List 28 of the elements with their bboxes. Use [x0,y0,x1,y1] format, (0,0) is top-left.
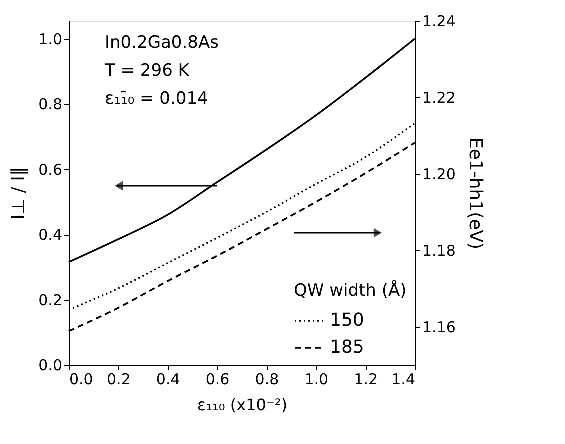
legend-title: QW width (Å) [294,280,407,301]
y-tick-label: 0.8 [38,96,62,114]
y-tick-label: 0.4 [38,226,62,244]
x-tick-label: 1.2 [354,370,378,388]
x-tick-label: 0.2 [107,370,131,388]
annotation: T = 296 K [104,61,190,81]
y2-tick-label: 1.16 [422,318,456,336]
x-axis-title: ε₁₁₀ (x10⁻²) [197,396,288,414]
x-tick-label: 1.0 [304,370,329,388]
y-tick-label: 0.6 [38,160,62,179]
annotation: In0.2Ga0.8As [105,33,220,53]
y2-tick-label: 1.22 [422,88,456,107]
annotation: ε₁₁̄₀ = 0.014 [105,89,208,109]
y2-axis-title: Ee1-hh1(eV) [464,137,486,250]
y2-tick-label: 1.24 [422,12,456,30]
y-tick-label: 0.2 [38,291,62,310]
legend-label: 150 [330,310,364,331]
y2-tick-label: 1.18 [422,242,456,260]
x-tick-label: 1.4 [392,370,416,388]
y-tick-label: 1.0 [38,30,62,48]
x-tick-label: 0.0 [70,370,94,388]
x-tick-label: 0.6 [206,370,230,388]
y2-tick-label: 1.20 [422,165,456,184]
x-tick-label: 0.8 [255,370,280,388]
y-tick-label: 0.0 [38,356,62,374]
y-axis-title: I⊥ / I∥ [8,167,30,220]
x-tick-label: 0.4 [156,370,180,388]
legend-label: 185 [330,337,364,358]
